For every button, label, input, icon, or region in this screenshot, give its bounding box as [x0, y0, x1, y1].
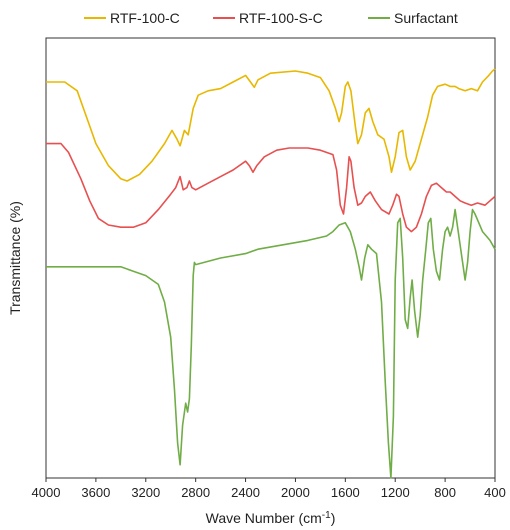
- series-line-2: [46, 142, 496, 233]
- series-line-3: [46, 208, 496, 479]
- x-tick-label: 2800: [181, 485, 210, 500]
- legend-label-1: RTF-100-C: [110, 10, 180, 26]
- legend-label-2: RTF-100-S-C: [239, 10, 323, 26]
- legend-label-3: Surfactant: [394, 10, 458, 26]
- y-axis-title: Transmittance (%): [7, 201, 23, 315]
- x-tick-label: 3200: [131, 485, 160, 500]
- x-axis-title: Wave Number (cm-1): [206, 510, 336, 526]
- x-tick-label: 3600: [81, 485, 110, 500]
- plot-frame: [45, 37, 496, 479]
- x-tick-label: 2000: [281, 485, 310, 500]
- plot-area: [45, 37, 496, 479]
- series-layer: [46, 68, 496, 479]
- legend: RTF-100-C RTF-100-S-C Surfactant: [84, 10, 458, 26]
- x-tick-label: 1200: [381, 485, 410, 500]
- x-tick-label: 4000: [32, 485, 61, 500]
- x-tick-label: 400: [484, 485, 506, 500]
- x-tick-label: 2400: [231, 485, 260, 500]
- series-line-1: [46, 68, 496, 182]
- x-axis: 4000 3600 3200 2800 2400 2000 1600 1200 800 400: [32, 478, 506, 500]
- x-tick-label: 800: [434, 485, 456, 500]
- x-tick-label: 1600: [331, 485, 360, 500]
